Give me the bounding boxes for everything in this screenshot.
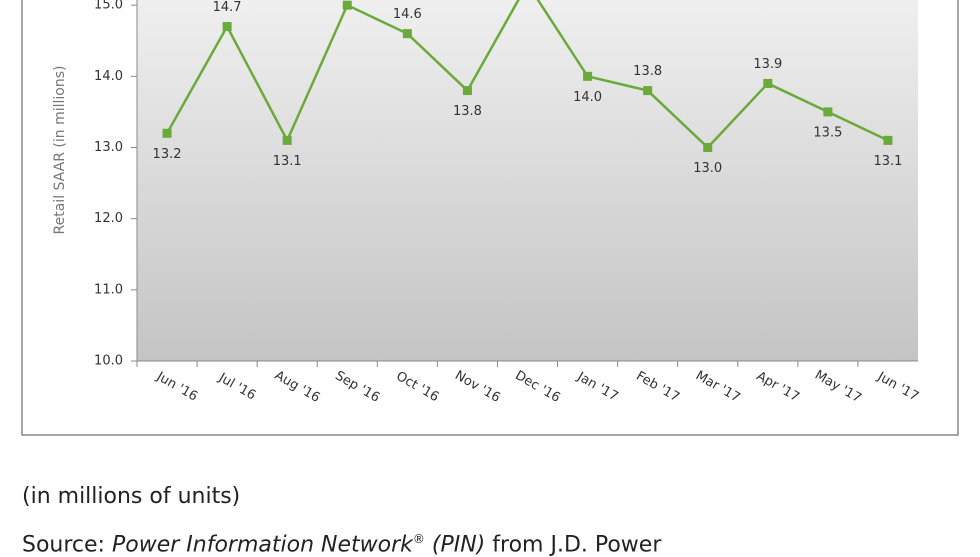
- data-point: [703, 143, 713, 152]
- data-label: 13.8: [633, 64, 662, 79]
- data-label: 13.0: [693, 161, 722, 176]
- data-point: [462, 86, 472, 96]
- source-suffix: from J.D. Power: [492, 532, 662, 557]
- source-prefix: Source:: [22, 532, 105, 557]
- y-tick-label: 12.0: [94, 211, 123, 226]
- data-label: 13.5: [813, 125, 842, 140]
- source: Source: Power Information Network® (PIN)…: [22, 532, 661, 557]
- data-label: 14.0: [573, 90, 602, 105]
- data-point: [162, 128, 172, 138]
- source-network: Power Information Network: [111, 532, 413, 557]
- data-label: 13.8: [453, 104, 482, 119]
- data-label: 13.2: [153, 147, 182, 162]
- chart: Retail SAAR (in millions) 10.0 11.0 12.0 13…: [21, 0, 959, 436]
- data-label: 13.1: [273, 154, 302, 169]
- source-pin: (PIN): [431, 532, 486, 557]
- y-tick-label: 11.0: [94, 282, 123, 297]
- plot-area: [137, 0, 918, 361]
- data-point: [823, 107, 833, 117]
- data-point: [222, 22, 232, 32]
- data-point: [342, 0, 352, 10]
- registered-mark: ®: [412, 532, 425, 546]
- y-tick-label: 14.0: [94, 69, 123, 84]
- y-axis-label: Retail SAAR (in millions): [52, 66, 68, 235]
- data-point: [402, 29, 412, 39]
- data-point: [583, 71, 593, 81]
- data-point: [763, 78, 773, 88]
- data-label: 14.7: [213, 0, 242, 15]
- data-label: 13.1: [873, 154, 902, 169]
- data-point: [883, 135, 893, 145]
- data-point: [643, 86, 653, 96]
- y-tick-label: 15.0: [94, 0, 123, 13]
- data-label: 14.6: [393, 7, 422, 22]
- data-label: 13.9: [753, 57, 782, 72]
- y-tick-label: 13.0: [94, 140, 123, 155]
- y-tick-label: 10.0: [94, 354, 123, 369]
- caption: (in millions of units): [22, 484, 241, 509]
- data-point: [282, 135, 292, 145]
